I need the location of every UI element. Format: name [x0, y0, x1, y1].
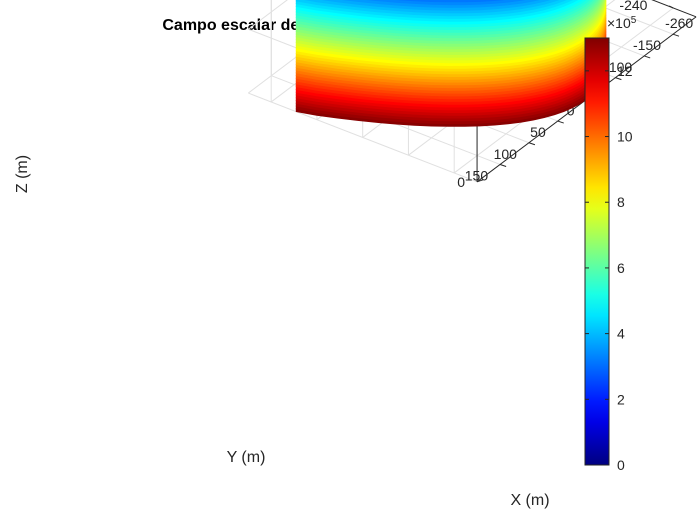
colorbar-tick-label: 10 — [617, 129, 633, 145]
colorbar-exponent: ×105 — [607, 15, 637, 31]
y-tick-label: -100 — [604, 59, 632, 75]
surface-band — [395, 0, 506, 3]
y-tick-label: 0 — [567, 102, 575, 118]
x-axis-label: X (m) — [510, 492, 549, 509]
y-tick-mark — [615, 77, 622, 81]
x-tick-label: -240 — [619, 0, 647, 13]
colorbar-tick-label: 8 — [617, 194, 625, 210]
grid-line — [248, 92, 478, 183]
y-tick-mark — [499, 163, 507, 167]
y-tick-mark — [672, 33, 680, 37]
colorbar-tick-label: 12 — [617, 63, 633, 79]
colorbar-tick-label: 0 — [617, 457, 625, 473]
colorbar-tick-label: 6 — [617, 260, 625, 276]
colorbar-scale — [584, 37, 610, 466]
x-tick-mark — [668, 5, 674, 9]
colorbar-tick-label: 2 — [617, 391, 625, 407]
z-axis-label: Z (m) — [14, 155, 31, 193]
surface-band — [366, 0, 526, 6]
grid-line — [583, 0, 674, 35]
x-tick-label: -260 — [665, 15, 693, 31]
y-tick-label: 100 — [494, 146, 518, 162]
y-tick-mark — [528, 142, 536, 146]
y-tick-mark — [557, 120, 564, 124]
colorbar: 0 2 4 6 8 10 12 ×105 — [584, 15, 637, 473]
grid-line — [248, 0, 288, 30]
y-tick-label: 150 — [465, 167, 489, 183]
x-axis-line — [651, 0, 697, 18]
z-tick-mark — [476, 179, 484, 183]
y-tick-label: 50 — [530, 124, 546, 140]
y-axis-label: Y (m) — [227, 449, 266, 466]
z-tick-label: 0 — [457, 174, 465, 190]
colorbar-tick-label: 4 — [617, 326, 625, 342]
pressure-surface — [295, 0, 607, 127]
y-tick-label: -150 — [633, 37, 661, 53]
y-tick-mark — [644, 55, 651, 59]
